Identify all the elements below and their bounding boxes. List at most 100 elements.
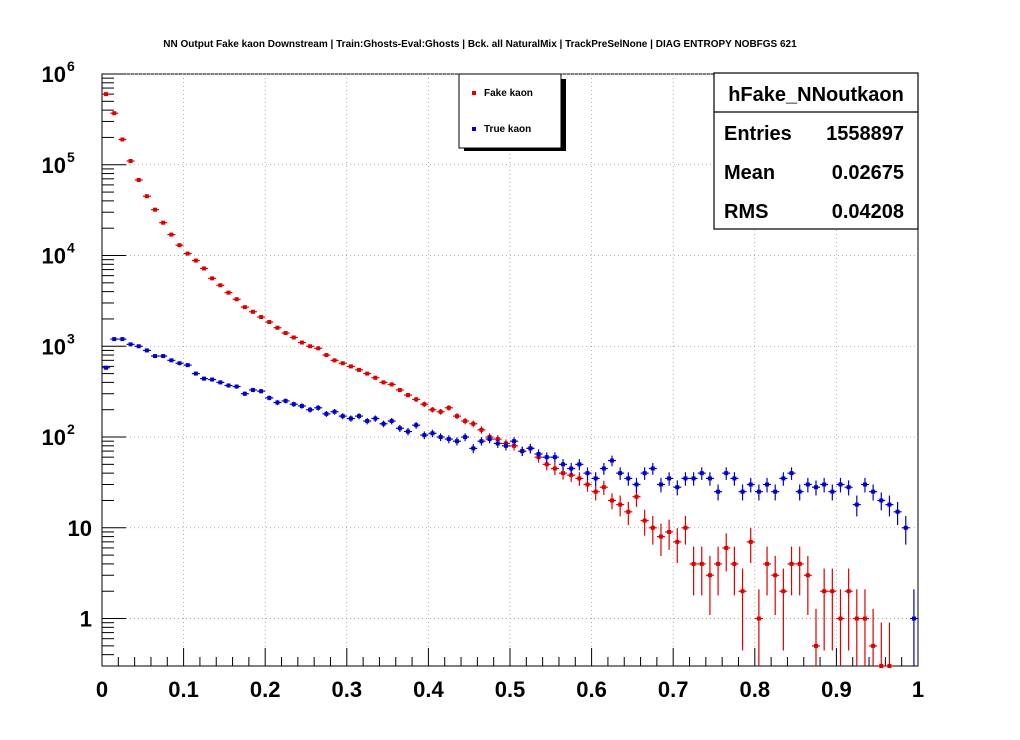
data-point	[862, 482, 867, 487]
data-point	[830, 489, 835, 494]
data-point	[789, 561, 794, 566]
data-point	[259, 389, 264, 394]
data-point	[112, 337, 117, 342]
data-point	[797, 489, 802, 494]
data-point	[650, 466, 655, 471]
y-tick-exponent: 5	[67, 149, 75, 165]
data-point	[291, 335, 296, 340]
data-point	[716, 561, 721, 566]
data-point	[316, 405, 321, 410]
data-point	[830, 589, 835, 594]
data-point	[226, 290, 231, 295]
data-point	[446, 405, 451, 410]
data-point	[642, 471, 647, 476]
data-point	[707, 573, 712, 578]
data-point	[185, 251, 190, 256]
data-point	[210, 276, 215, 281]
data-point	[732, 476, 737, 481]
data-point	[144, 194, 149, 199]
data-point	[324, 411, 329, 416]
data-point	[332, 409, 337, 414]
x-tick-label: 0.9	[821, 677, 852, 702]
data-point	[536, 452, 541, 457]
data-point	[120, 137, 125, 142]
data-point	[348, 364, 353, 369]
data-point	[699, 471, 704, 476]
data-point	[691, 476, 696, 481]
legend-marker-fake-kaon	[472, 91, 476, 95]
data-point	[120, 337, 125, 342]
data-point	[193, 371, 198, 376]
data-point	[626, 476, 631, 481]
data-point	[373, 416, 378, 421]
y-tick-exponent: 2	[67, 421, 75, 437]
data-point	[871, 489, 876, 494]
stats-mean-label: Mean	[724, 162, 775, 184]
y-tick-exponent: 3	[67, 330, 75, 346]
data-point	[569, 466, 574, 471]
data-point	[136, 344, 141, 349]
x-tick-label: 0.7	[658, 677, 689, 702]
data-point	[357, 367, 362, 372]
series-fake-kaon	[102, 92, 894, 668]
stats-entries-value: 1558897	[826, 123, 904, 145]
data-point	[291, 402, 296, 407]
data-point	[177, 361, 182, 366]
y-tick-label: 1	[80, 607, 92, 632]
data-point	[552, 466, 557, 471]
data-point	[381, 421, 386, 426]
data-point	[267, 395, 272, 400]
data-point	[332, 358, 337, 363]
data-point	[406, 429, 410, 434]
data-point	[699, 561, 704, 566]
y-tick-label: 10	[42, 62, 66, 87]
data-point	[577, 462, 582, 467]
data-point	[463, 419, 468, 424]
data-point	[471, 421, 476, 426]
data-point	[634, 494, 639, 499]
data-point	[136, 177, 141, 182]
data-point	[308, 407, 313, 412]
data-point	[112, 111, 117, 116]
data-point	[365, 371, 370, 376]
legend-label-fake-kaon: Fake kaon	[484, 88, 533, 99]
data-point	[740, 589, 745, 594]
stats-rms-label: RMS	[724, 201, 768, 223]
stats-rms-value: 0.04208	[832, 201, 904, 223]
data-point	[161, 220, 166, 225]
data-point	[389, 419, 394, 424]
data-point	[218, 380, 223, 385]
data-point	[585, 482, 590, 487]
data-point	[479, 439, 484, 444]
data-point	[299, 403, 304, 408]
data-point	[577, 476, 582, 481]
data-point	[707, 476, 712, 481]
data-point	[879, 498, 884, 503]
data-point	[316, 346, 321, 351]
data-point	[365, 419, 370, 424]
data-point	[161, 354, 166, 359]
y-tick-exponent: 6	[67, 58, 75, 74]
data-point	[495, 437, 500, 442]
data-point	[569, 473, 574, 478]
data-point	[765, 561, 770, 566]
data-point	[756, 489, 761, 494]
x-tick-label: 0.4	[413, 677, 444, 702]
y-tick-label: 10	[42, 425, 66, 450]
data-point	[601, 466, 606, 471]
data-point	[854, 616, 859, 621]
data-point	[773, 573, 778, 578]
data-point	[463, 435, 468, 440]
data-point	[381, 380, 386, 385]
data-point	[454, 439, 459, 444]
data-point	[185, 363, 190, 368]
stats-title: hFake_NNoutkaon	[728, 84, 904, 106]
data-point	[732, 561, 737, 566]
data-point	[879, 664, 884, 668]
data-point	[234, 297, 239, 302]
data-point	[610, 458, 614, 463]
data-point	[210, 377, 215, 382]
data-point	[544, 455, 549, 460]
data-point	[593, 489, 598, 494]
